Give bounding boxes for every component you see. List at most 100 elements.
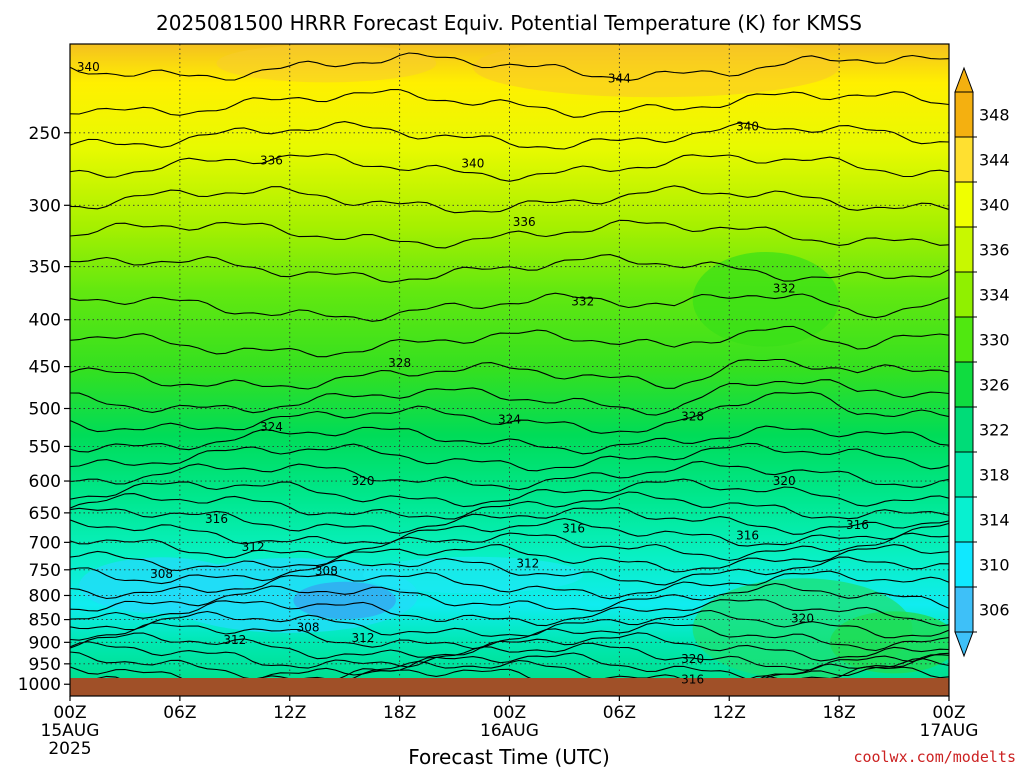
x-tick-date: 15AUG — [41, 721, 100, 741]
contour-label-text: 324 — [498, 412, 521, 426]
y-tick-label: 850 — [29, 611, 61, 631]
contour-label: 320 — [681, 652, 704, 666]
x-tick-label: 00Z — [53, 703, 86, 723]
y-tick-label: 700 — [29, 533, 61, 553]
contour-label: 316 — [736, 528, 759, 542]
contour-label: 308 — [297, 620, 320, 634]
contour-label: 316 — [846, 518, 869, 532]
contour-label-text: 320 — [791, 612, 814, 626]
contour-label-text: 316 — [205, 512, 228, 526]
contour-label-text: 328 — [681, 409, 704, 423]
contour-line — [70, 478, 949, 508]
colorbar-label: 348 — [979, 106, 1010, 125]
colorbar-extend-bottom — [954, 631, 974, 658]
contour-label: 340 — [77, 60, 100, 74]
colorbar-swatch — [954, 181, 974, 228]
x-tick-date: 16AUG — [480, 721, 539, 741]
x-tick-label: 18Z — [383, 703, 416, 723]
contour-label: 328 — [681, 409, 704, 423]
credit-text[interactable]: coolwx.com/modelts — [853, 748, 1016, 766]
colorbar-swatch — [954, 541, 974, 588]
contour-label: 344 — [608, 71, 631, 85]
contour-label: 336 — [513, 215, 536, 229]
contour-line — [70, 544, 949, 573]
y-tick-label: 550 — [29, 437, 61, 457]
y-axis: 2503003504004505005506006507007508008509… — [18, 124, 70, 695]
contour-label-text: 336 — [513, 215, 536, 229]
contour-labels: 340 344 340 336 340 336 332 332 328 328 324 324 320 3… — [77, 60, 869, 686]
y-tick-label: 900 — [29, 633, 61, 653]
y-tick-label: 650 — [29, 504, 61, 524]
contour-label-text: 308 — [150, 567, 173, 581]
contour-label: 324 — [260, 420, 283, 434]
contour-line — [70, 599, 949, 627]
contour-label-text: 320 — [681, 652, 704, 666]
contour-label-text: 328 — [388, 356, 411, 370]
y-tick-label: 500 — [29, 400, 61, 420]
contour-line — [70, 153, 949, 182]
contour-label-text: 312 — [242, 540, 265, 554]
contour-label: 312 — [223, 633, 246, 647]
colorbar-label: 330 — [979, 331, 1010, 350]
contour-label-text: 340 — [736, 119, 759, 133]
x-tick-year: 2025 — [48, 739, 91, 759]
plot-area — [70, 44, 949, 696]
y-tick-label: 350 — [29, 258, 61, 278]
colorbar-label: 314 — [979, 511, 1010, 530]
contour-label: 340 — [736, 119, 759, 133]
contour-label-text: 344 — [608, 71, 631, 85]
x-tick-date: 17AUG — [920, 721, 979, 741]
field-feature-6 — [692, 252, 840, 347]
contour-label: 316 — [562, 521, 585, 535]
colorbar-swatch — [954, 586, 974, 633]
y-tick-label: 950 — [29, 655, 61, 675]
contour-label: 320 — [352, 474, 375, 488]
contour-line — [70, 517, 949, 547]
y-tick-label: 250 — [29, 124, 61, 144]
colorbar-label: 340 — [979, 196, 1010, 215]
contour-label: 328 — [388, 356, 411, 370]
x-tick-label: 06Z — [603, 703, 636, 723]
contour-label-text: 316 — [846, 518, 869, 532]
colorbar-label: 322 — [979, 421, 1010, 440]
contour-label: 320 — [773, 474, 796, 488]
contour-label: 312 — [352, 631, 375, 645]
contour-line — [70, 292, 949, 322]
contour-label-text: 332 — [571, 294, 594, 308]
contour-line — [70, 185, 949, 214]
y-tick-label: 450 — [29, 358, 61, 378]
contour-label-text: 320 — [352, 474, 375, 488]
contour-label: 308 — [150, 567, 173, 581]
colorbar-swatch — [954, 136, 974, 183]
contour-label: 332 — [571, 294, 594, 308]
colorbar-extend-top — [954, 66, 974, 93]
contour-line — [70, 632, 949, 662]
colorbar-swatch — [954, 91, 974, 138]
contour-label-text: 340 — [461, 156, 484, 170]
contour-label-text: 312 — [516, 556, 539, 570]
colorbar-label: 310 — [979, 556, 1010, 575]
contour-label-text: 308 — [297, 620, 320, 634]
colorbar-swatch — [954, 361, 974, 408]
contour-label: 320 — [791, 612, 814, 626]
grid-lines — [70, 44, 949, 696]
x-tick-label: 00Z — [493, 703, 526, 723]
contour-label: 336 — [260, 153, 283, 167]
contour-label-text: 312 — [223, 633, 246, 647]
field-feature-7 — [472, 44, 840, 98]
contour-label: 308 — [315, 564, 338, 578]
contour-line — [70, 52, 949, 82]
colorbar-swatch — [954, 316, 974, 363]
contour-line — [70, 358, 949, 390]
colorbar-label: 306 — [979, 601, 1010, 620]
contour-label-text: 332 — [773, 282, 796, 296]
colorbar-label: 336 — [979, 241, 1010, 260]
colorbar-swatch — [954, 451, 974, 498]
contour-label-text: 316 — [736, 528, 759, 542]
contour-lines — [70, 52, 949, 695]
contour-line — [70, 491, 949, 520]
contour-line — [70, 556, 949, 586]
contour-line — [70, 425, 949, 455]
